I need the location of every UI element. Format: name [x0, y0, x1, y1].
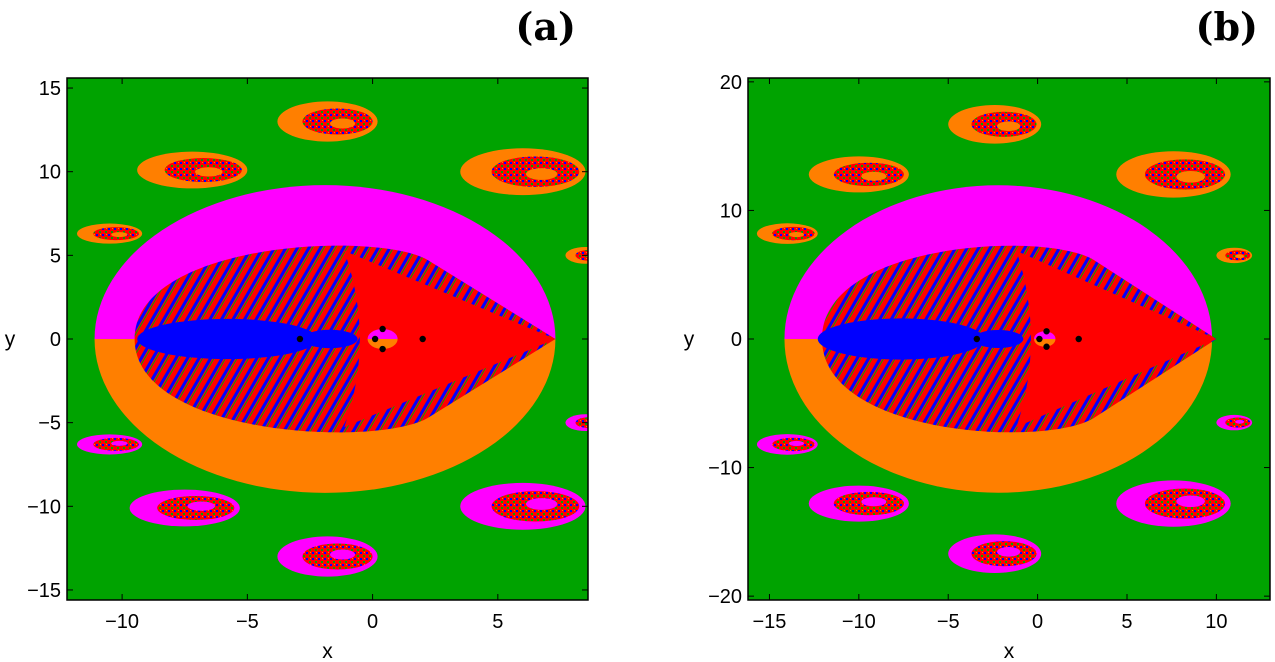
equilibrium-point [1043, 328, 1050, 335]
y-axis-title: y [5, 328, 16, 351]
satellite-lobe-eye [788, 440, 805, 446]
x-tick-label: −15 [752, 611, 786, 633]
basin-blue-small [302, 329, 358, 349]
x-axis-title: x [1004, 640, 1015, 662]
x-tick-label: 5 [492, 611, 503, 633]
satellite-lobe-eye [526, 168, 558, 180]
y-tick-label: −20 [708, 586, 742, 608]
y-tick-label: 10 [720, 200, 742, 222]
satellite-lobe-eye [187, 501, 216, 511]
y-tick-label: 20 [720, 72, 742, 94]
equilibrium-point [1075, 335, 1082, 343]
y-tick-label: −10 [27, 496, 61, 518]
y-tick-label: 5 [50, 245, 61, 267]
satellite-lobe-eye [111, 232, 128, 238]
x-tick-label: 0 [1032, 611, 1043, 633]
y-axis-title: y [684, 328, 695, 351]
panel-b: −15 −10 −5 0 5 10 −20 −10 0 10 20 x y (b) [684, 4, 1271, 662]
x-tick-label: −5 [236, 611, 259, 633]
satellite-lobe-eye [1176, 495, 1205, 508]
equilibrium-point [1043, 343, 1050, 350]
y-tick-label: −10 [708, 458, 742, 480]
plot-area [67, 78, 588, 600]
basin-red [1016, 250, 1217, 428]
equilibrium-point [973, 335, 981, 343]
satellite-lobe-eye [1235, 419, 1245, 424]
equilibrium-point [296, 335, 304, 343]
equilibrium-point [371, 335, 379, 343]
satellite-lobe-eye [330, 118, 356, 129]
y-tick-label: 0 [50, 329, 61, 351]
y-tick-label: −15 [27, 580, 61, 602]
y-tick-label: 10 [39, 162, 61, 184]
x-tick-label: 0 [367, 611, 378, 633]
basin-blue [137, 318, 318, 360]
satellite-lobe-eye [111, 440, 128, 446]
satellite-lobe-core [575, 249, 588, 261]
basin-blue [817, 318, 984, 360]
panel-a: −10 −5 0 5 −15 −10 −5 0 5 10 15 x y (a) [5, 4, 589, 662]
equilibrium-point [419, 335, 426, 343]
panel-label: (b) [1195, 4, 1258, 49]
basin-red [344, 250, 556, 428]
satellite-lobe-eye [1176, 170, 1205, 183]
y-tick-label: −5 [38, 413, 61, 435]
equilibrium-point [1036, 335, 1043, 343]
satellite-lobe-eye [330, 549, 356, 560]
equilibrium-point [379, 325, 386, 333]
plot-area [748, 78, 1270, 600]
satellite-lobe-eye [861, 171, 887, 181]
x-axis-title: x [322, 640, 333, 662]
equilibrium-point [379, 345, 386, 353]
y-tick-label: 15 [39, 78, 61, 100]
x-tick-label: 10 [1205, 611, 1227, 633]
x-tick-label: 5 [1121, 611, 1132, 633]
x-tick-label: −5 [937, 611, 960, 633]
satellite-lobe-eye [1235, 254, 1245, 259]
x-tick-label: −10 [105, 611, 139, 633]
basin-blue-small [973, 330, 1024, 348]
y-tick-label: 0 [731, 329, 742, 351]
satellite-lobe-eye [194, 167, 223, 177]
satellite-lobe-eye [788, 232, 805, 238]
satellite-lobe-core [575, 417, 588, 429]
x-tick-label: −10 [842, 611, 876, 633]
panel-label: (a) [515, 4, 576, 49]
satellite-lobe-eye [861, 497, 887, 507]
satellite-lobe-eye [997, 546, 1021, 557]
satellite-lobe-eye [526, 498, 558, 510]
satellite-lobe-eye [997, 121, 1021, 132]
